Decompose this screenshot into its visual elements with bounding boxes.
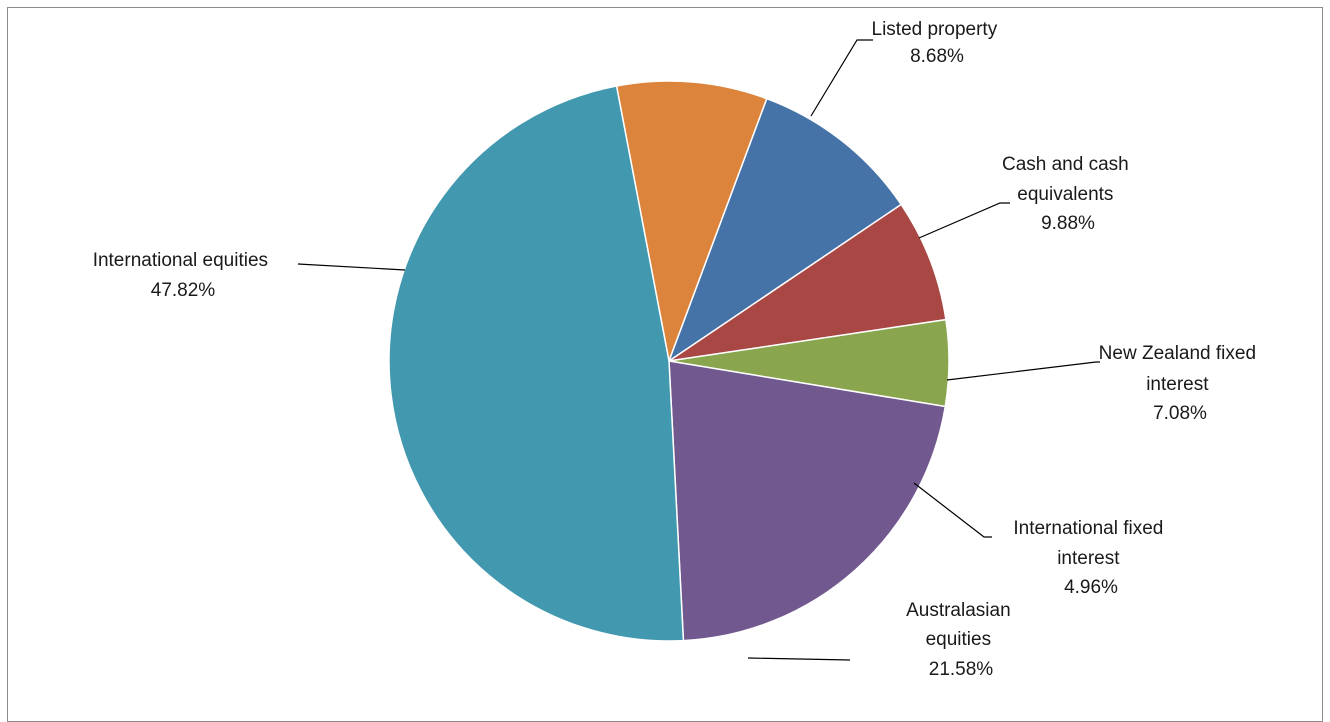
label-line: interest [1146, 374, 1209, 395]
pie-slices [388, 80, 950, 642]
label-australasian-equities: Australasian equities 21.58% [906, 600, 1016, 680]
label-line: Listed property [872, 19, 998, 40]
value-label: 4.96% [1064, 577, 1118, 598]
pie-chart: Listed property 8.68% Cash and cash equi… [93, 19, 1262, 680]
value-label: 8.68% [910, 46, 964, 67]
pie-slice [667, 97, 903, 363]
label-line: Cash and cash [1002, 154, 1129, 175]
label-international-equities: International equities 47.82% [93, 250, 274, 301]
leader-line [810, 39, 873, 117]
leader-line [913, 482, 992, 538]
label-cash-and-cash-equivalents: Cash and cash equivalents 9.88% [1002, 154, 1134, 234]
label-line: International fixed [1013, 518, 1163, 539]
label-line: interest [1057, 548, 1120, 569]
value-label: 47.82% [151, 280, 216, 301]
label-line: equivalents [1017, 184, 1113, 205]
pie-slice [388, 85, 685, 642]
label-line: New Zealand fixed [1099, 343, 1256, 364]
pie-slice [668, 360, 947, 642]
value-label: 21.58% [929, 659, 994, 680]
label-international-fixed-interest: International fixed interest 4.96% [1013, 518, 1168, 598]
leader-line [946, 361, 1100, 381]
label-line: International equities [93, 250, 268, 271]
pie-slice [668, 203, 947, 362]
pie-slice [615, 80, 768, 364]
label-listed-property: Listed property 8.68% [872, 19, 1003, 67]
label-line: equities [926, 629, 992, 650]
value-label: 9.88% [1041, 213, 1095, 234]
value-label: 7.08% [1153, 403, 1207, 424]
leader-line [297, 263, 406, 271]
leader-line [918, 202, 1010, 239]
label-new-zealand-fixed-interest: New Zealand fixed interest 7.08% [1099, 343, 1262, 424]
leader-lines [297, 39, 1100, 661]
label-line: Australasian [906, 600, 1011, 621]
leader-line [747, 657, 851, 661]
